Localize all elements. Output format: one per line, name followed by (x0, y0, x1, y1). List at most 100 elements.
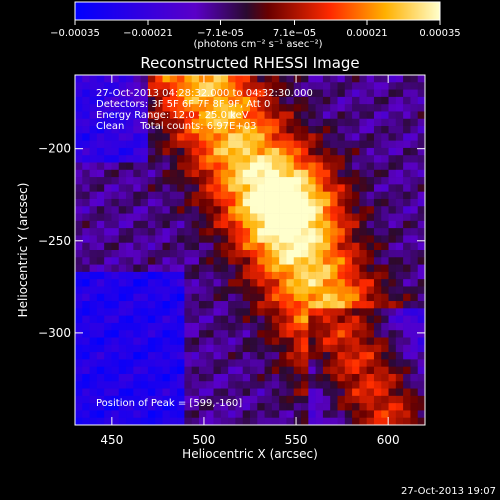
heatmap-cell (220, 213, 229, 222)
heatmap-cell (403, 381, 411, 389)
heatmap-cell (147, 330, 156, 338)
heatmap-cell (206, 301, 214, 309)
heatmap-cell (301, 388, 309, 397)
heatmap-cell (417, 242, 425, 251)
heatmap-cell (330, 155, 338, 163)
heatmap-cell (162, 147, 171, 156)
heatmap-cell (177, 279, 185, 287)
heatmap-cell (118, 184, 127, 192)
heatmap-cell (381, 177, 389, 185)
heatmap-cell (220, 89, 229, 98)
heatmap-cell (301, 293, 309, 302)
heatmap-cell (337, 417, 346, 425)
heatmap-cell (286, 75, 295, 83)
heatmap-cell (228, 286, 236, 295)
heatmap-cell (228, 388, 236, 397)
heatmap-cell (337, 96, 346, 105)
heatmap-cell (89, 301, 98, 309)
heatmap-cell (301, 366, 309, 375)
heatmap-cell (228, 169, 236, 178)
heatmap-cell (89, 322, 98, 331)
heatmap-cell (264, 228, 273, 236)
heatmap-cell (169, 191, 178, 200)
heatmap-cell (206, 111, 214, 120)
heatmap-cell (104, 162, 112, 171)
heatmap-cell (359, 322, 367, 331)
heatmap-cell (286, 89, 295, 98)
heatmap-cell (352, 191, 360, 200)
heatmap-cell (250, 271, 258, 280)
heatmap-cell (198, 403, 207, 411)
heatmap-cell (250, 155, 258, 163)
heatmap-cell (315, 250, 324, 258)
heatmap-cell (279, 410, 287, 419)
heatmap-cell (417, 177, 425, 185)
heatmap-cell (126, 337, 134, 346)
heatmap-cell (293, 126, 302, 134)
heatmap-cell (257, 344, 265, 353)
heatmap-cell (206, 140, 214, 149)
heatmap-cell (75, 235, 83, 244)
heatmap-cell (155, 410, 163, 419)
heatmap-cell (271, 271, 280, 280)
heatmap-cell (162, 213, 171, 222)
heatmap-cell (250, 118, 258, 127)
heatmap-cell (75, 337, 83, 346)
heatmap-cell (403, 104, 411, 112)
heatmap-cell (301, 250, 309, 258)
heatmap-cell (417, 140, 425, 149)
heatmap-cell (177, 82, 185, 90)
heatmap-cell (322, 242, 331, 251)
heatmap-cell (147, 169, 156, 178)
heatmap-cell (410, 352, 419, 360)
heatmap-cell (250, 147, 258, 156)
heatmap-cell (417, 279, 425, 287)
heatmap-cell (352, 344, 360, 353)
heatmap-cell (373, 264, 382, 273)
heatmap-cell (330, 373, 338, 382)
heatmap-cell (228, 330, 236, 338)
heatmap-cell (169, 286, 178, 295)
heatmap-cell (315, 235, 324, 244)
heatmap-cell (118, 322, 127, 331)
heatmap-cell (315, 373, 324, 382)
heatmap-cell (271, 388, 280, 397)
heatmap-cell (155, 250, 163, 258)
heatmap-cell (104, 89, 112, 98)
heatmap-cell (184, 337, 192, 346)
heatmap-cell (242, 301, 251, 309)
heatmap-cell (82, 410, 90, 419)
heatmap-cell (206, 169, 214, 178)
heatmap-cell (352, 337, 360, 346)
heatmap-cell (198, 162, 207, 171)
heatmap-cell (330, 257, 338, 265)
heatmap-cell (366, 417, 375, 425)
heatmap-cell (155, 366, 163, 375)
heatmap-cell (228, 322, 236, 331)
heatmap-cell (220, 271, 229, 280)
heatmap-cell (257, 388, 265, 397)
heatmap-cell (147, 373, 156, 382)
heatmap-cell (82, 271, 90, 280)
heatmap-cell (250, 315, 258, 324)
heatmap-cell (126, 228, 134, 236)
heatmap-cell (264, 191, 273, 200)
heatmap-cell (257, 373, 265, 382)
heatmap-cell (286, 403, 295, 411)
heatmap-cell (264, 96, 273, 105)
heatmap-cell (410, 301, 419, 309)
heatmap-cell (133, 366, 141, 375)
heatmap-cell (82, 162, 90, 171)
heatmap-cell (250, 301, 258, 309)
heatmap-cell (213, 75, 222, 83)
heatmap-cell (228, 344, 236, 353)
heatmap-cell (126, 89, 134, 98)
heatmap-cell (177, 417, 185, 425)
heatmap-cell (198, 381, 207, 389)
heatmap-cell (359, 330, 367, 338)
heatmap-cell (417, 315, 425, 324)
heatmap-cell (337, 293, 346, 302)
heatmap-cell (344, 403, 353, 411)
heatmap-cell (301, 242, 309, 251)
heatmap-cell (410, 315, 419, 324)
